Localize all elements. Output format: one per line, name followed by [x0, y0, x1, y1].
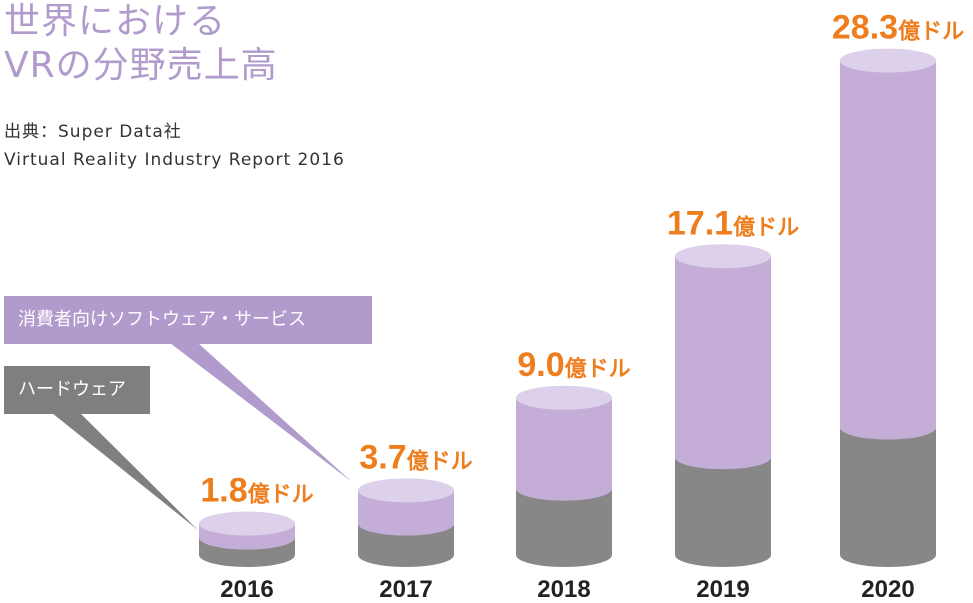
value-label-2017: 3.7億ドル	[359, 438, 472, 476]
bar-hardware-2017	[358, 523, 454, 567]
x-tick-label-2017: 2017	[379, 576, 432, 603]
source-note: 出典：Super Data社 Virtual Reality Industry …	[4, 118, 345, 174]
bar-top-2019	[675, 244, 771, 269]
legend-software: 消費者向けソフトウェア・サービス	[4, 296, 372, 344]
bar-software-2018	[516, 397, 612, 501]
title-line-2: VRの分野売上高	[4, 45, 278, 86]
bar-divider-2020	[840, 415, 936, 440]
bar-software-2019	[675, 256, 771, 470]
x-tick-label-2018: 2018	[537, 576, 590, 603]
bar-top-2016	[199, 511, 295, 536]
value-label-2018: 9.0億ドル	[517, 346, 630, 384]
title-line-1: 世界における	[4, 1, 227, 42]
x-tick-label-2016: 2016	[220, 576, 273, 603]
bar-hardware-2020	[840, 427, 936, 567]
bar-divider-2018	[516, 476, 612, 501]
legend-hardware: ハードウェア	[4, 366, 150, 414]
bar-hardware-2018	[516, 488, 612, 567]
value-label-2016: 1.8億ドル	[200, 472, 313, 510]
bar-divider-2019	[675, 445, 771, 470]
bar-hardware-2019	[675, 457, 771, 567]
bar-top-2020	[840, 48, 936, 73]
x-tick-label-2020: 2020	[861, 576, 914, 603]
chart-title: 世界における VRの分野売上高	[4, 0, 278, 88]
legend-pointer-hardware	[52, 413, 198, 530]
source-line-2: Virtual Reality Industry Report 2016	[4, 150, 345, 170]
bar-top-2017	[358, 478, 454, 503]
bar-divider-2017	[358, 511, 454, 536]
source-line-1: 出典：Super Data社	[4, 122, 182, 142]
value-label-2019: 17.1億ドル	[667, 204, 799, 242]
legend-pointer-software	[170, 343, 352, 482]
bar-top-2018	[516, 385, 612, 410]
bar-software-2020	[840, 60, 936, 440]
x-tick-label-2019: 2019	[696, 576, 749, 603]
value-label-2020: 28.3億ドル	[832, 9, 964, 47]
